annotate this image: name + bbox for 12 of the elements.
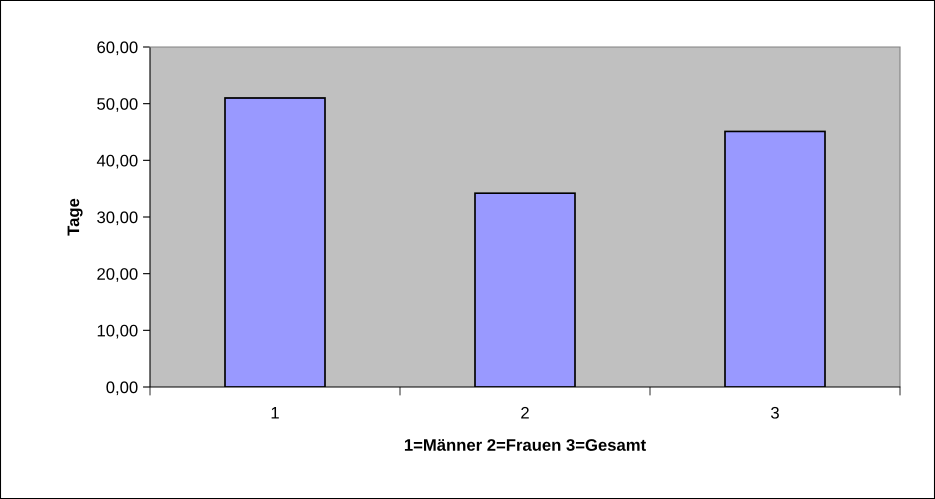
y-tick-label: 0,00 [106, 381, 138, 396]
x-axis-title: 1=Männer 2=Frauen 3=Gesamt [404, 439, 646, 451]
x-tick-label: 3 [771, 406, 779, 419]
x-tick-label: 1 [272, 407, 279, 419]
y-tick-label: 10,00 [98, 324, 138, 339]
x-tick-label: 2 [521, 406, 529, 419]
y-tick-label: 30,00 [97, 211, 138, 226]
y-axis-title: Tage [68, 198, 83, 236]
y-tick-label: 60,00 [97, 41, 138, 56]
y-tick-label: 40,00 [96, 154, 138, 169]
y-tick-label: 50,00 [97, 98, 138, 112]
y-tick-label: 20,00 [97, 268, 138, 282]
